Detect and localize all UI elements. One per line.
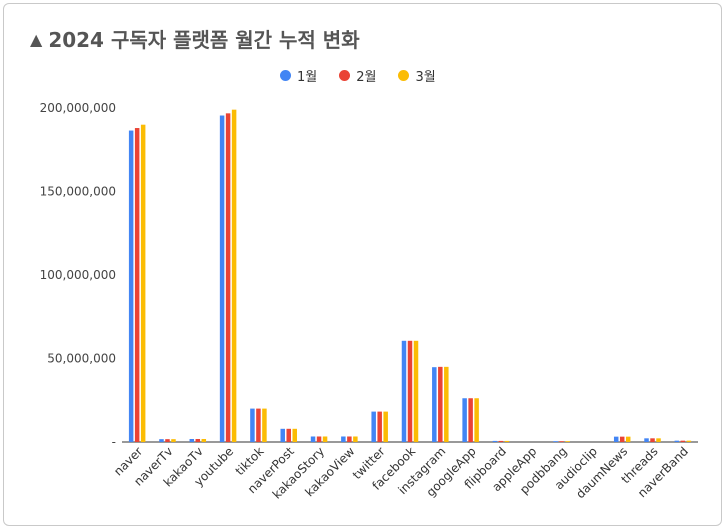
bar-naverBand-2[interactable] bbox=[680, 440, 686, 442]
chart-frame bbox=[3, 3, 722, 526]
bar-naver-3[interactable] bbox=[140, 124, 146, 442]
bar-naverTv-2[interactable] bbox=[165, 439, 170, 442]
bar-naverTv-1[interactable] bbox=[159, 439, 164, 442]
bar-threads-3[interactable] bbox=[656, 438, 661, 442]
bar-kakaoView-3[interactable] bbox=[353, 436, 358, 442]
bar-kakaoTv-1[interactable] bbox=[189, 438, 195, 442]
legend-swatch-2 bbox=[339, 70, 351, 81]
bar-naverBand-3[interactable] bbox=[686, 440, 692, 442]
bar-twitter-1[interactable] bbox=[371, 411, 376, 442]
bar-kakaoStory-3[interactable] bbox=[322, 436, 328, 442]
bar-kakaoStory-1[interactable] bbox=[310, 436, 316, 442]
y-tick-label: - bbox=[112, 435, 116, 449]
bar-podbbang-2[interactable] bbox=[559, 441, 564, 442]
legend-swatch-1 bbox=[280, 70, 291, 81]
bar-kakaoView-2[interactable] bbox=[347, 436, 352, 442]
triangle-up-icon: ▲ bbox=[30, 30, 43, 49]
y-tick-label: 50,000,000 bbox=[47, 352, 116, 366]
y-tick-label: 150,000,000 bbox=[40, 185, 116, 199]
bar-naverPost-3[interactable] bbox=[292, 428, 297, 442]
bar-podbbang-1[interactable] bbox=[553, 441, 558, 442]
bar-threads-1[interactable] bbox=[644, 438, 649, 442]
bar-tiktok-2[interactable] bbox=[256, 408, 261, 442]
bar-youtube-1[interactable] bbox=[219, 115, 225, 442]
bar-youtube-2[interactable] bbox=[225, 113, 231, 443]
legend-label-3: 3월 bbox=[415, 70, 436, 85]
bar-flipboard-3[interactable] bbox=[504, 440, 510, 442]
chart-title-text: 2024 구독자 플랫폼 월간 누적 변화 bbox=[48, 28, 360, 52]
legend-item-2[interactable]: 2월 bbox=[339, 66, 376, 85]
chart-title: ▲ 2024 구독자 플랫폼 월간 누적 변화 bbox=[30, 24, 360, 53]
bar-daumNews-3[interactable] bbox=[625, 436, 631, 442]
bar-googleApp-3[interactable] bbox=[474, 398, 479, 442]
bar-daumNews-1[interactable] bbox=[613, 436, 619, 442]
bar-twitter-3[interactable] bbox=[383, 411, 388, 442]
bar-instagram-3[interactable] bbox=[444, 366, 449, 442]
bar-kakaoTv-3[interactable] bbox=[201, 438, 207, 442]
bar-naver-2[interactable] bbox=[134, 128, 140, 443]
bar-daumNews-2[interactable] bbox=[619, 436, 625, 442]
bar-naverBand-1[interactable] bbox=[674, 440, 680, 442]
bar-tiktok-3[interactable] bbox=[262, 408, 267, 442]
legend-swatch-3 bbox=[398, 70, 410, 81]
y-tick-label: 100,000,000 bbox=[40, 268, 116, 282]
bar-naverTv-3[interactable] bbox=[171, 439, 176, 442]
bar-googleApp-2[interactable] bbox=[468, 398, 473, 442]
bar-youtube-3[interactable] bbox=[231, 109, 237, 443]
bar-naverPost-1[interactable] bbox=[280, 428, 285, 442]
legend-label-1: 1월 bbox=[297, 70, 318, 85]
bar-instagram-1[interactable] bbox=[432, 367, 437, 442]
bar-naverPost-2[interactable] bbox=[286, 428, 291, 442]
bar-googleApp-1[interactable] bbox=[462, 398, 467, 442]
bar-facebook-2[interactable] bbox=[407, 340, 413, 442]
bar-flipboard-1[interactable] bbox=[492, 440, 498, 442]
bar-flipboard-2[interactable] bbox=[498, 440, 504, 442]
bar-kakaoTv-2[interactable] bbox=[195, 438, 201, 442]
bar-threads-2[interactable] bbox=[650, 438, 655, 442]
bar-kakaoView-1[interactable] bbox=[341, 436, 346, 442]
legend-label-2: 2월 bbox=[356, 70, 377, 85]
bar-podbbang-3[interactable] bbox=[565, 441, 570, 442]
bar-kakaoStory-2[interactable] bbox=[316, 436, 322, 442]
legend-item-1[interactable]: 1월 bbox=[280, 66, 317, 85]
bar-instagram-2[interactable] bbox=[438, 366, 443, 442]
bar-facebook-1[interactable] bbox=[401, 340, 407, 442]
bar-naver-1[interactable] bbox=[128, 130, 134, 443]
legend: 1월 2월 3월 bbox=[280, 66, 436, 85]
y-tick-label: 200,000,000 bbox=[40, 101, 116, 115]
bar-twitter-2[interactable] bbox=[377, 411, 382, 442]
bar-facebook-3[interactable] bbox=[413, 340, 419, 442]
legend-item-3[interactable]: 3월 bbox=[398, 66, 436, 85]
bar-tiktok-1[interactable] bbox=[250, 408, 255, 442]
